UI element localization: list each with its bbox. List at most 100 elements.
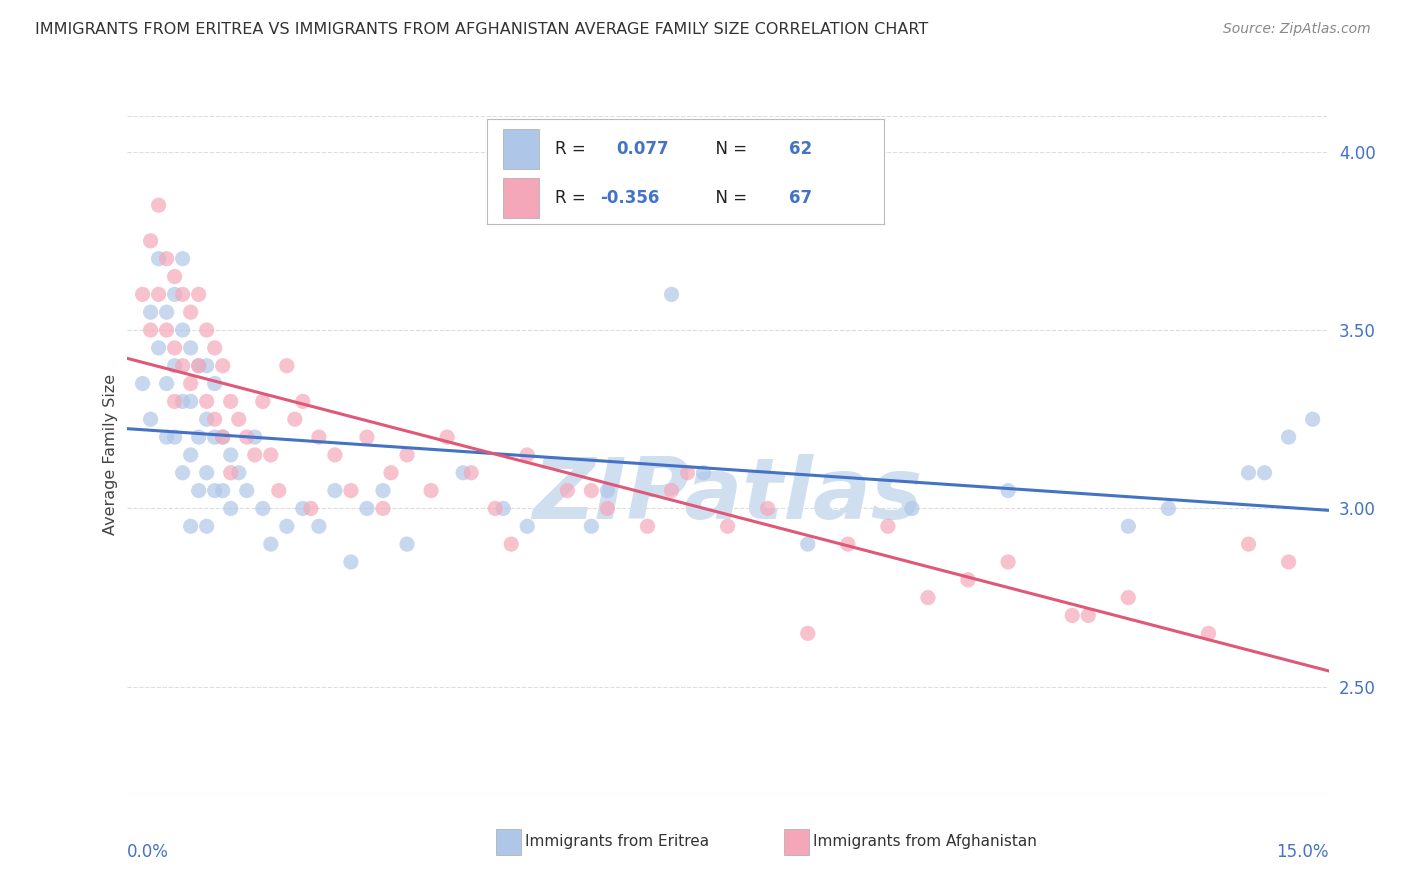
- Point: [180, 394, 202, 409]
- Point: [661, 483, 683, 498]
- Point: [1237, 537, 1260, 551]
- Point: [219, 394, 242, 409]
- Y-axis label: Average Family Size: Average Family Size: [103, 375, 118, 535]
- Point: [636, 519, 658, 533]
- Point: [356, 501, 378, 516]
- Point: [323, 483, 346, 498]
- Point: [195, 359, 218, 373]
- Point: [501, 537, 523, 551]
- Point: [396, 448, 419, 462]
- Text: N =: N =: [706, 140, 752, 158]
- Point: [195, 323, 218, 337]
- Point: [1277, 430, 1299, 444]
- Point: [180, 376, 202, 391]
- Point: [252, 501, 274, 516]
- Point: [204, 376, 226, 391]
- Point: [172, 394, 194, 409]
- Point: [581, 483, 603, 498]
- Point: [460, 466, 482, 480]
- Point: [276, 359, 298, 373]
- Point: [997, 483, 1019, 498]
- Point: [356, 430, 378, 444]
- Point: [219, 466, 242, 480]
- Point: [204, 341, 226, 355]
- Point: [219, 501, 242, 516]
- Point: [581, 519, 603, 533]
- Point: [299, 501, 322, 516]
- Point: [187, 287, 209, 301]
- Point: [180, 341, 202, 355]
- Point: [228, 412, 250, 426]
- Point: [155, 252, 177, 266]
- Point: [163, 287, 186, 301]
- Point: [228, 466, 250, 480]
- Text: -0.356: -0.356: [600, 189, 659, 207]
- Point: [211, 483, 233, 498]
- Point: [308, 430, 330, 444]
- Text: 62: 62: [789, 140, 811, 158]
- Point: [1302, 412, 1324, 426]
- Bar: [503, 178, 538, 219]
- Point: [1253, 466, 1275, 480]
- Bar: [503, 128, 538, 169]
- Point: [180, 305, 202, 319]
- Point: [187, 359, 209, 373]
- Point: [484, 501, 506, 516]
- Point: [195, 412, 218, 426]
- Point: [291, 501, 314, 516]
- Point: [901, 501, 924, 516]
- Point: [380, 466, 402, 480]
- Point: [211, 430, 233, 444]
- Point: [917, 591, 939, 605]
- Point: [139, 412, 162, 426]
- Point: [837, 537, 859, 551]
- Point: [172, 323, 194, 337]
- Point: [1118, 591, 1140, 605]
- Point: [260, 537, 283, 551]
- Text: ZIPatlas: ZIPatlas: [533, 454, 922, 537]
- Point: [195, 519, 218, 533]
- Point: [148, 252, 170, 266]
- Point: [596, 483, 619, 498]
- Point: [155, 305, 177, 319]
- Point: [195, 394, 218, 409]
- Point: [155, 323, 177, 337]
- Text: Immigrants from Afghanistan: Immigrants from Afghanistan: [813, 834, 1038, 849]
- Point: [308, 519, 330, 533]
- Point: [235, 483, 259, 498]
- Point: [796, 626, 818, 640]
- Point: [1062, 608, 1084, 623]
- Point: [195, 466, 218, 480]
- Point: [172, 287, 194, 301]
- Point: [1237, 466, 1260, 480]
- Text: R =: R =: [554, 189, 591, 207]
- Point: [180, 519, 202, 533]
- Point: [436, 430, 458, 444]
- Point: [211, 430, 233, 444]
- Point: [451, 466, 474, 480]
- Text: Immigrants from Eritrea: Immigrants from Eritrea: [526, 834, 709, 849]
- Point: [555, 483, 579, 498]
- Point: [172, 252, 194, 266]
- Point: [596, 501, 619, 516]
- Point: [877, 519, 900, 533]
- Text: 67: 67: [789, 189, 811, 207]
- Point: [148, 341, 170, 355]
- Point: [243, 430, 266, 444]
- Point: [131, 287, 153, 301]
- Point: [139, 305, 162, 319]
- Point: [139, 234, 162, 248]
- Point: [371, 483, 394, 498]
- Point: [155, 430, 177, 444]
- Point: [284, 412, 307, 426]
- Text: 15.0%: 15.0%: [1277, 843, 1329, 861]
- Point: [1157, 501, 1180, 516]
- Point: [692, 466, 714, 480]
- Point: [291, 394, 314, 409]
- Point: [676, 466, 699, 480]
- Point: [1277, 555, 1299, 569]
- Point: [716, 519, 740, 533]
- Point: [211, 359, 233, 373]
- Point: [163, 359, 186, 373]
- Point: [163, 394, 186, 409]
